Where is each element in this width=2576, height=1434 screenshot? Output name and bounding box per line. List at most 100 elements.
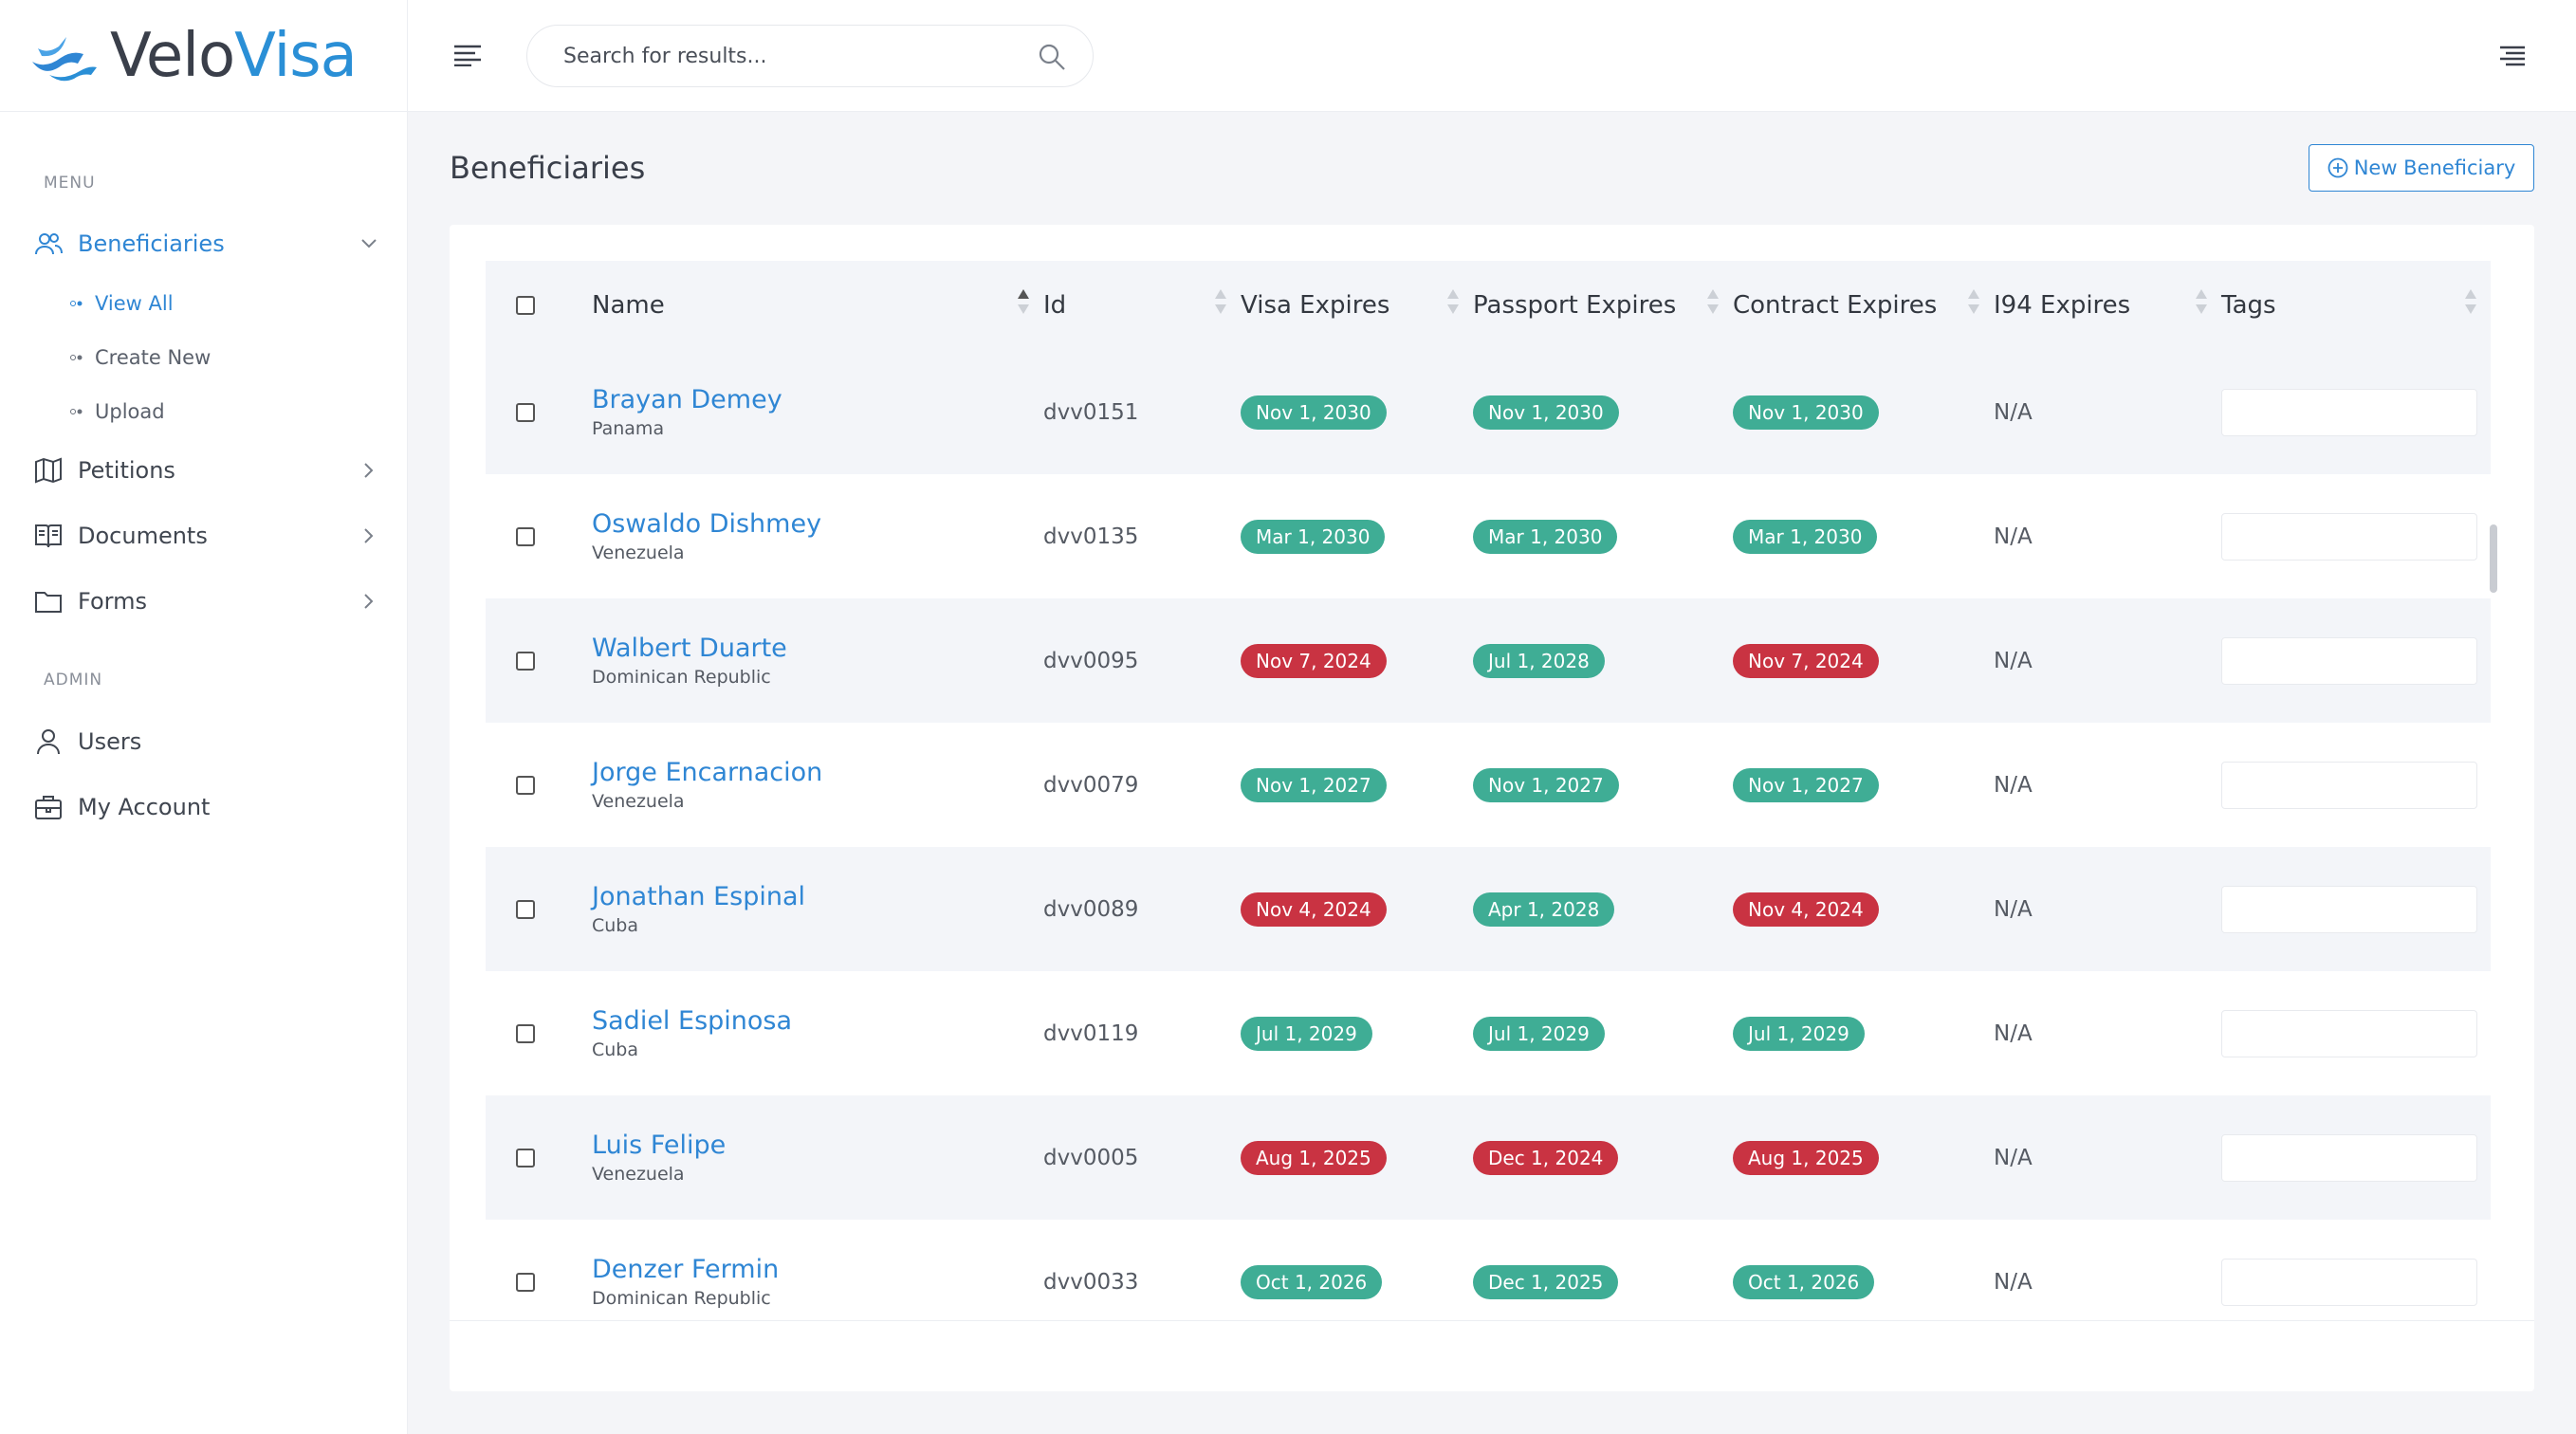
name-cell: Denzer Fermin Dominican Republic [592, 1220, 1043, 1344]
beneficiary-name-link[interactable]: Jorge Encarnacion [592, 758, 823, 787]
sub-item-create-new[interactable]: Create New [70, 346, 211, 369]
column-header-id[interactable]: Id [1043, 261, 1241, 350]
sort-icon[interactable] [1967, 287, 1980, 316]
id-cell: dvv0079 [1043, 772, 1139, 798]
tags-input[interactable] [2221, 636, 2477, 685]
row-checkbox[interactable] [516, 1272, 535, 1292]
column-header-i94-expires[interactable]: I94 Expires [1994, 261, 2221, 350]
visa-cell: Nov 7, 2024 [1241, 598, 1473, 723]
sub-item-upload[interactable]: Upload [70, 400, 165, 423]
beneficiary-name-link[interactable]: Sadiel Espinosa [592, 1006, 793, 1036]
row-checkbox[interactable] [516, 899, 535, 919]
contract-cell: Nov 7, 2024 [1733, 598, 1994, 723]
right-menu-icon[interactable] [2498, 46, 2527, 66]
sidebar-item-label: Documents [78, 523, 208, 549]
visa-expires-badge: Aug 1, 2025 [1241, 1140, 1387, 1175]
column-header-name[interactable]: Name [592, 261, 1043, 350]
logo[interactable]: VeloVisa [0, 0, 407, 112]
sidebar-item-label: Forms [78, 588, 147, 615]
select-all-checkbox[interactable] [516, 296, 535, 315]
column-header-tags[interactable]: Tags [2221, 261, 2491, 350]
tags-input[interactable] [2221, 1133, 2477, 1182]
column-header-visa-expires[interactable]: Visa Expires [1241, 261, 1473, 350]
sidebar-item-documents[interactable]: Documents [32, 514, 378, 558]
map-icon [32, 454, 64, 487]
passport-expires-badge: Jul 1, 2028 [1473, 643, 1605, 678]
beneficiary-name-link[interactable]: Luis Felipe [592, 1131, 727, 1160]
search-icon[interactable] [1038, 43, 1066, 71]
chevron-down-icon [359, 234, 378, 253]
hamburger-menu-icon[interactable] [453, 44, 482, 66]
id-cell: dvv0151 [1043, 399, 1139, 425]
sort-icon[interactable] [1214, 287, 1227, 316]
visa-expires-badge: Mar 1, 2030 [1241, 519, 1386, 554]
i94-cell: N/A [1994, 1020, 2033, 1046]
new-beneficiary-button[interactable]: New Beneficiary [2309, 144, 2534, 192]
id-cell: dvv0135 [1043, 524, 1139, 549]
name-cell: Brayan Demey Panama [592, 350, 1043, 474]
sort-icon[interactable] [2195, 287, 2208, 316]
beneficiary-country: Panama [592, 418, 665, 439]
tags-input[interactable] [2221, 512, 2477, 561]
tags-cell [2221, 350, 2491, 474]
row-select-cell [486, 847, 592, 971]
sidebar-item-label: My Account [78, 794, 211, 820]
row-checkbox[interactable] [516, 1148, 535, 1167]
visa-cell: Nov 4, 2024 [1241, 847, 1473, 971]
beneficiaries-card: Name Id Visa Expires Passport Expires Co… [450, 225, 2534, 1391]
beneficiary-country: Dominican Republic [592, 1288, 771, 1309]
beneficiary-name-link[interactable]: Oswaldo Dishmey [592, 509, 822, 539]
search-input[interactable] [563, 44, 981, 68]
row-checkbox[interactable] [516, 775, 535, 795]
beneficiary-name-link[interactable]: Jonathan Espinal [592, 882, 806, 911]
i94-cell: N/A [1994, 1269, 2033, 1295]
sidebar-item-petitions[interactable]: Petitions [32, 449, 378, 492]
row-checkbox[interactable] [516, 651, 535, 671]
tags-input[interactable] [2221, 1258, 2477, 1306]
brand-name-part1: Velo [110, 20, 235, 91]
sidebar-item-beneficiaries[interactable]: Beneficiaries [32, 222, 378, 266]
chevron-right-icon [359, 592, 378, 611]
scrollbar-thumb[interactable] [2490, 524, 2497, 593]
row-checkbox[interactable] [516, 402, 535, 422]
visa-cell: Jul 1, 2029 [1241, 971, 1473, 1095]
search-box[interactable] [526, 25, 1094, 87]
sort-icon[interactable] [2464, 287, 2477, 316]
sidebar-item-users[interactable]: Users [32, 720, 378, 763]
tags-input[interactable] [2221, 1009, 2477, 1057]
passport-cell: Jul 1, 2028 [1473, 598, 1733, 723]
i94-cell: N/A [1994, 524, 2033, 549]
column-header-contract-expires[interactable]: Contract Expires [1733, 261, 1994, 350]
beneficiary-name-link[interactable]: Denzer Fermin [592, 1255, 780, 1284]
sort-icon[interactable] [1446, 287, 1460, 316]
beneficiary-name-link[interactable]: Walbert Duarte [592, 634, 787, 663]
passport-expires-badge: Mar 1, 2030 [1473, 519, 1618, 554]
contract-expires-badge: Aug 1, 2025 [1733, 1140, 1879, 1175]
tags-input[interactable] [2221, 761, 2477, 809]
name-cell: Oswaldo Dishmey Venezuela [592, 474, 1043, 598]
contract-cell: Nov 1, 2030 [1733, 350, 1994, 474]
row-checkbox[interactable] [516, 526, 535, 546]
visa-cell: Nov 1, 2030 [1241, 350, 1473, 474]
contract-cell: Oct 1, 2026 [1733, 1220, 1994, 1344]
contract-expires-badge: Nov 4, 2024 [1733, 892, 1879, 927]
tags-input[interactable] [2221, 388, 2477, 436]
sidebar-item-my-account[interactable]: My Account [32, 785, 378, 829]
tags-input[interactable] [2221, 885, 2477, 933]
i94-cell: N/A [1994, 399, 2033, 425]
sort-icon[interactable] [1706, 287, 1720, 316]
sort-asc-icon[interactable] [1017, 287, 1030, 316]
beneficiary-country: Dominican Republic [592, 667, 771, 688]
chevron-right-icon [359, 461, 378, 480]
sidebar-item-forms[interactable]: Forms [32, 579, 378, 623]
id-cell: dvv0089 [1043, 896, 1139, 922]
beneficiary-name-link[interactable]: Brayan Demey [592, 385, 782, 414]
passport-cell: Jul 1, 2029 [1473, 971, 1733, 1095]
column-header-passport-expires[interactable]: Passport Expires [1473, 261, 1733, 350]
sub-item-view-all[interactable]: View All [70, 292, 174, 315]
row-select-cell [486, 474, 592, 598]
top-header [408, 0, 2576, 112]
visa-cell: Aug 1, 2025 [1241, 1095, 1473, 1220]
column-header-label: Name [592, 291, 665, 320]
row-checkbox[interactable] [516, 1023, 535, 1043]
